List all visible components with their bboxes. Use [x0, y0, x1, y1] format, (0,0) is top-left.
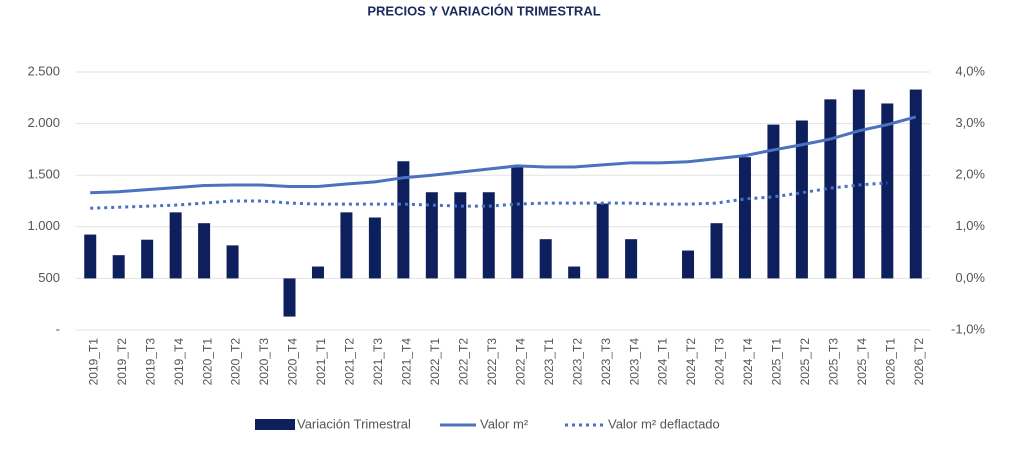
- bar: [283, 278, 296, 317]
- x-tick-label: 2025_T2: [798, 338, 812, 386]
- x-tick-label: 2025_T1: [770, 338, 784, 386]
- bar: [226, 245, 239, 279]
- x-tick-label: 2026_T2: [912, 338, 926, 386]
- bar: [397, 161, 410, 279]
- x-tick-label: 2019_T4: [172, 338, 186, 386]
- bar: [198, 223, 211, 279]
- x-tick-label: 2024_T1: [656, 338, 670, 386]
- x-tick-label: 2021_T3: [371, 338, 385, 386]
- bar: [311, 266, 324, 279]
- y-tick-label: 1.000: [27, 218, 60, 233]
- y-tick-label: 2.000: [27, 115, 60, 130]
- x-tick-label: 2020_T4: [286, 338, 300, 386]
- x-tick-label: 2025_T3: [827, 338, 841, 386]
- bar: [112, 255, 125, 279]
- bar: [425, 192, 438, 279]
- y2-tick-label: 0,0%: [955, 270, 985, 285]
- bar: [368, 217, 381, 279]
- legend-swatch: [255, 419, 295, 430]
- bar: [909, 89, 922, 279]
- bar: [824, 99, 837, 279]
- y-tick-label: 2.500: [27, 63, 60, 78]
- bar: [539, 239, 552, 279]
- y-tick-label: -: [56, 321, 60, 336]
- bar: [454, 192, 467, 279]
- x-tick-label: 2025_T4: [855, 338, 869, 386]
- bar: [767, 124, 780, 279]
- dotted-line: [90, 181, 888, 210]
- x-tick-label: 2023_T4: [627, 338, 641, 386]
- x-tick-label: 2020_T2: [229, 338, 243, 386]
- bar: [84, 234, 97, 279]
- bar: [169, 212, 182, 279]
- y2-tick-label: 2,0%: [955, 167, 985, 182]
- x-tick-label: 2023_T3: [599, 338, 613, 386]
- bar: [511, 166, 524, 279]
- bar: [881, 103, 894, 279]
- line: [90, 115, 917, 195]
- x-tick-label: 2024_T2: [684, 338, 698, 386]
- y2-tick-label: 3,0%: [955, 115, 985, 130]
- legend-label: Variación Trimestral: [297, 416, 411, 431]
- y-tick-label: 500: [38, 270, 60, 285]
- x-tick-label: 2023_T1: [542, 338, 556, 386]
- y2-tick-label: -1,0%: [951, 321, 985, 336]
- x-tick-label: 2020_T3: [257, 338, 271, 386]
- legend-label: Valor m²: [480, 416, 529, 431]
- x-tick-label: 2020_T1: [200, 338, 214, 386]
- x-tick-label: 2026_T1: [883, 338, 897, 386]
- x-tick-label: 2019_T3: [143, 338, 157, 386]
- x-tick-label: 2021_T2: [343, 338, 357, 386]
- x-tick-label: 2022_T4: [513, 338, 527, 386]
- x-tick-label: 2022_T1: [428, 338, 442, 386]
- y2-tick-label: 4,0%: [955, 63, 985, 78]
- bar: [141, 239, 154, 279]
- chart-title: PRECIOS Y VARIACIÓN TRIMESTRAL: [367, 3, 600, 18]
- bar: [596, 203, 609, 279]
- bar: [340, 212, 353, 279]
- bar: [568, 266, 581, 279]
- x-tick-label: 2024_T4: [741, 338, 755, 386]
- y-tick-label: 1.500: [27, 167, 60, 182]
- bar: [710, 223, 723, 279]
- x-tick-label: 2019_T2: [115, 338, 129, 386]
- x-tick-label: 2021_T4: [400, 338, 414, 386]
- bar: [482, 192, 495, 279]
- x-tick-label: 2019_T1: [86, 338, 100, 386]
- bar: [682, 250, 695, 279]
- y2-tick-label: 1,0%: [955, 218, 985, 233]
- bar: [738, 157, 751, 279]
- x-tick-label: 2022_T2: [456, 338, 470, 386]
- x-tick-label: 2023_T2: [570, 338, 584, 386]
- bar: [625, 239, 638, 279]
- legend: Variación Trimestral Valor m² Valor m² d…: [255, 416, 720, 431]
- x-tick-label: 2022_T3: [485, 338, 499, 386]
- x-tick-label: 2021_T1: [314, 338, 328, 386]
- legend-label: Valor m² deflactado: [608, 416, 720, 431]
- bar: [795, 120, 808, 279]
- x-tick-label: 2024_T3: [713, 338, 727, 386]
